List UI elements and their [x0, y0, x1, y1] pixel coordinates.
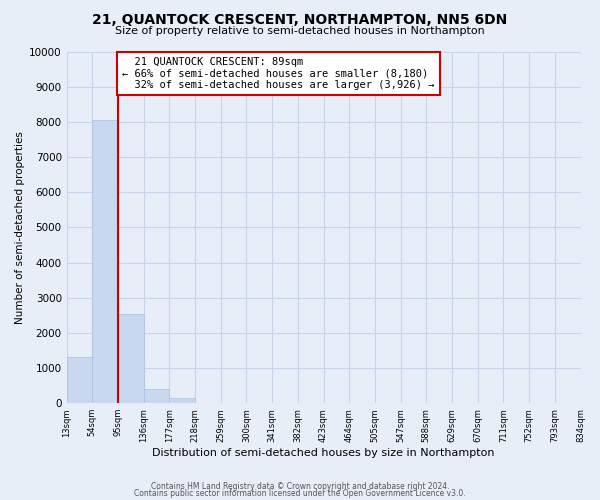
Bar [169, 398, 195, 403]
Text: 21, QUANTOCK CRESCENT, NORTHAMPTON, NN5 6DN: 21, QUANTOCK CRESCENT, NORTHAMPTON, NN5 … [92, 12, 508, 26]
Bar [67, 358, 92, 403]
Text: 21 QUANTOCK CRESCENT: 89sqm
← 66% of semi-detached houses are smaller (8,180)
  : 21 QUANTOCK CRESCENT: 89sqm ← 66% of sem… [122, 57, 434, 90]
X-axis label: Distribution of semi-detached houses by size in Northampton: Distribution of semi-detached houses by … [152, 448, 495, 458]
Bar [144, 390, 169, 403]
Text: Contains HM Land Registry data © Crown copyright and database right 2024.: Contains HM Land Registry data © Crown c… [151, 482, 449, 491]
Bar [92, 120, 118, 403]
Text: Size of property relative to semi-detached houses in Northampton: Size of property relative to semi-detach… [115, 26, 485, 36]
Bar [118, 314, 144, 403]
Y-axis label: Number of semi-detached properties: Number of semi-detached properties [15, 131, 25, 324]
Text: Contains public sector information licensed under the Open Government Licence v3: Contains public sector information licen… [134, 489, 466, 498]
